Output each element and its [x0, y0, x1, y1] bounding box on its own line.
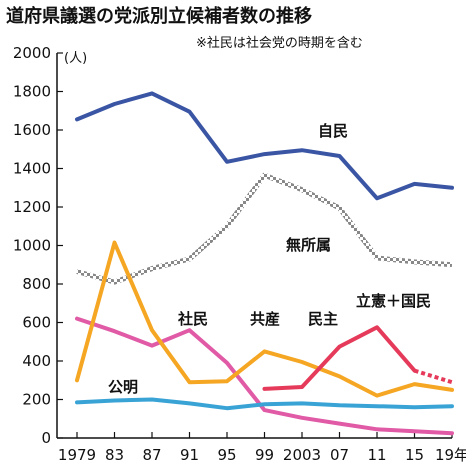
y-axis-unit: (人)	[64, 51, 87, 66]
chart-title: 道府県議選の党派別立候補者数の推移	[6, 5, 312, 27]
y-tick-label: 1400	[13, 160, 51, 178]
y-tick-label: 1000	[13, 237, 51, 255]
series-立憲＋国民-line	[413, 368, 453, 385]
series-無所属-line	[76, 172, 453, 285]
series-label-社民: 社民	[177, 310, 208, 328]
series-共産-line	[75, 240, 454, 398]
series-民主-line	[262, 325, 417, 391]
series-label-無所属: 無所属	[286, 236, 331, 254]
x-tick-label: 19年	[435, 446, 466, 464]
series-公明-line	[75, 397, 454, 411]
series-社民-line	[75, 316, 454, 436]
x-tick-label: 99	[255, 446, 274, 464]
y-tick-label: 1600	[13, 121, 51, 139]
x-tick-label: 83	[105, 446, 124, 464]
y-tick-label: 1800	[13, 83, 51, 101]
y-tick-label: 200	[22, 391, 51, 409]
x-tick-label: 07	[330, 446, 349, 464]
y-tick-label: 600	[22, 314, 51, 332]
x-tick-label: 1979	[58, 446, 96, 464]
y-tick-label: 0	[41, 429, 51, 447]
series-label-公明: 公明	[108, 378, 138, 396]
series-label-自民: 自民	[318, 122, 348, 140]
series-自民-line	[75, 91, 454, 201]
series-label-共産: 共産	[250, 310, 280, 328]
y-tick-label: 2000	[13, 44, 51, 62]
x-tick-label: 11	[367, 446, 386, 464]
x-tick-label: 87	[142, 446, 161, 464]
x-tick-label: 95	[217, 446, 236, 464]
y-tick-label: 400	[22, 352, 51, 370]
y-tick-label: 800	[22, 275, 51, 293]
chart-note: ※社民は社会党の時期を含む	[196, 35, 363, 51]
x-tick-label: 91	[180, 446, 199, 464]
series-label-民主: 民主	[308, 310, 338, 328]
x-tick-label: 2003	[283, 446, 321, 464]
series-layer	[75, 91, 454, 436]
x-tick-label: 15	[405, 446, 424, 464]
y-tick-label: 1200	[13, 198, 51, 216]
axes: 0 200 400 600 800 1000 1200 1400 1600 1800 2000 197…	[13, 44, 466, 464]
series-label-立憲＋国民: 立憲＋国民	[356, 292, 431, 310]
